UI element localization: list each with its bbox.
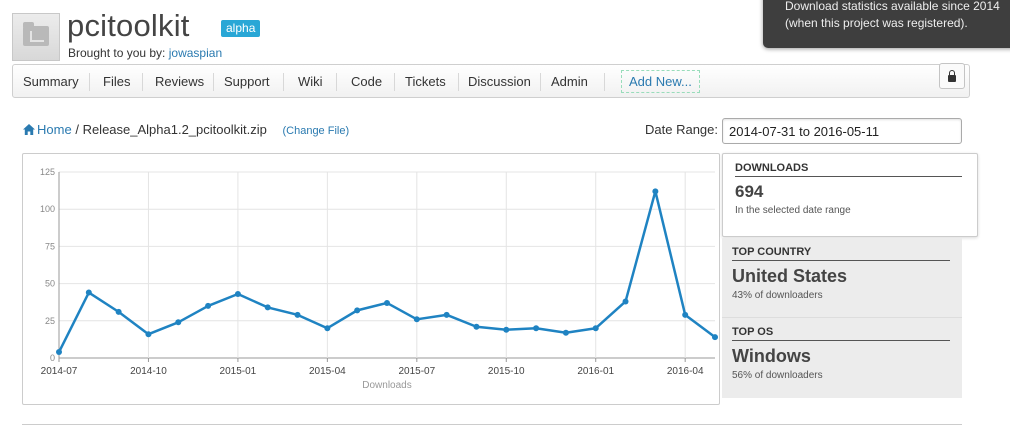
breadcrumb: Home / Release_Alpha1.2_pcitoolkit.zip (… [23,122,349,137]
data-point[interactable] [324,325,331,332]
downloads-stat-label: DOWNLOADS [735,162,962,177]
chart-series [56,188,718,356]
breadcrumb-separator: / [75,122,79,137]
home-icon[interactable] [23,124,35,135]
x-tick-label: 2015-07 [398,366,435,377]
breadcrumb-file: Release_Alpha1.2_pcitoolkit.zip [82,122,267,137]
data-point[interactable] [533,325,540,332]
data-point[interactable] [622,298,629,305]
data-point[interactable] [234,291,241,298]
top-os-stat[interactable]: TOP OS Windows 56% of downloaders [722,318,962,398]
downloads-stat: DOWNLOADS 694 In the selected date range [722,153,978,237]
chart-grid [58,171,715,362]
add-new-button[interactable]: Add New... [621,70,700,93]
x-tick-label: 2016-01 [577,366,614,377]
downloads-stat-sub: In the selected date range [735,205,851,216]
y-axis-ticks: 0 25 50 75 100 125 [40,167,55,363]
top-country-label: TOP COUNTRY [732,246,950,261]
tab-files[interactable]: Files [103,74,131,89]
lock-icon [949,70,955,76]
byline: Brought to you by: jowaspian [68,46,222,60]
data-point[interactable] [712,334,718,341]
data-point[interactable] [562,329,569,336]
data-point[interactable] [56,349,62,356]
tooltip-line-1: Download statistics available since 2014 [785,0,1000,13]
data-point[interactable] [85,289,92,296]
data-point[interactable] [652,188,659,195]
downloads-line-chart: 0 25 50 75 100 125 2014-07 2014-10 2015-01 2015-… [40,167,718,391]
top-os-sub: 56% of downloaders [732,370,823,381]
y-tick-label: 100 [40,204,55,214]
y-tick-label: 25 [45,316,55,326]
data-point[interactable] [443,311,450,318]
y-tick-label: 75 [45,241,55,251]
tooltip-line-2: (when this project was registered). [785,16,968,30]
top-country-sub: 43% of downloaders [732,290,823,301]
x-tick-label: 2014-07 [41,366,78,377]
data-point[interactable] [384,299,390,306]
tab-support[interactable]: Support [224,74,270,89]
lock-button[interactable] [939,63,965,89]
downloads-stat-value: 694 [735,182,764,201]
data-point[interactable] [145,331,152,338]
date-range-label: Date Range: [645,122,718,137]
project-title[interactable]: pcitoolkit [67,8,190,43]
data-point[interactable] [473,323,480,330]
tab-admin[interactable]: Admin [551,74,588,89]
data-point[interactable] [503,326,510,333]
x-tick-label: 2014-10 [130,366,167,377]
y-tick-label: 125 [40,167,55,177]
data-point[interactable] [294,311,301,318]
x-tick-label: 2015-10 [488,366,525,377]
tab-tickets[interactable]: Tickets [405,74,446,89]
data-point[interactable] [354,307,361,314]
data-point[interactable] [205,302,212,309]
folder-icon [23,22,49,46]
x-axis-ticks: 2014-07 2014-10 2015-01 2015-04 2015-07 2015-… [41,366,704,377]
top-country-stat[interactable]: TOP COUNTRY United States 43% of downloa… [722,238,962,318]
project-logo [12,13,60,61]
date-range-input[interactable] [722,118,962,144]
status-badge: alpha [221,20,261,37]
data-point[interactable] [175,319,182,326]
x-tick-label: 2015-04 [309,366,346,377]
breadcrumb-home[interactable]: Home [37,122,72,137]
data-point[interactable] [115,308,122,315]
data-point[interactable] [264,304,271,311]
tab-discussion[interactable]: Discussion [468,74,531,89]
y-tick-label: 0 [50,353,55,363]
x-tick-label: 2016-04 [667,366,704,377]
data-point[interactable] [413,316,420,323]
x-tick-label: 2015-01 [220,366,257,377]
stats-tooltip: Download statistics available since 2014… [763,0,1010,48]
project-nav: Summary Files Reviews Support Wiki Code … [12,63,970,98]
author-link[interactable]: jowaspian [168,46,223,60]
top-os-value: Windows [732,346,811,366]
top-os-label: TOP OS [732,326,950,341]
x-axis-label: Downloads [362,380,411,391]
series-line [57,190,716,353]
change-file-link[interactable]: (Change File) [282,125,350,137]
tab-code[interactable]: Code [351,74,383,89]
downloads-chart: 0 25 50 75 100 125 2014-07 2014-10 2015-01 2015-… [22,153,720,405]
tab-wiki[interactable]: Wiki [298,74,323,89]
top-country-value: United States [732,266,848,286]
byline-prefix: Brought to you by: [68,46,166,60]
tab-summary[interactable]: Summary [23,74,79,89]
data-point[interactable] [592,325,599,332]
tab-reviews[interactable]: Reviews [155,74,205,89]
data-point[interactable] [682,311,689,318]
y-tick-label: 50 [45,279,55,289]
